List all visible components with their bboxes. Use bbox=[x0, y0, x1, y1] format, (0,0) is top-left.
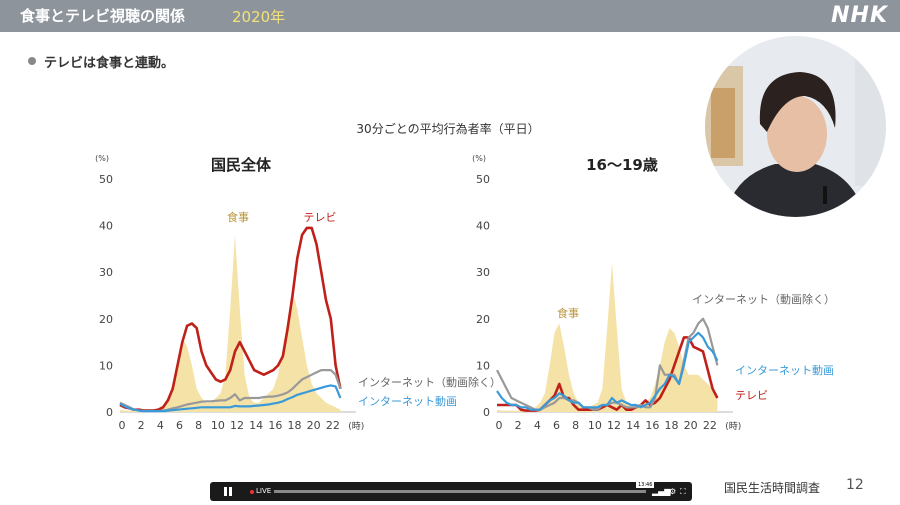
source-label: 国民生活時間調査 bbox=[724, 481, 821, 495]
fullscreen-icon[interactable]: ⛶ bbox=[680, 487, 686, 496]
x-tick-label: 16 bbox=[268, 419, 282, 432]
x-tick-label: 12 bbox=[607, 419, 621, 432]
x-tick-label: 6 bbox=[176, 419, 183, 432]
live-label: LIVE bbox=[256, 487, 272, 495]
time-badge: 13:46 bbox=[636, 482, 655, 488]
y-tick-label: 0 bbox=[106, 406, 113, 419]
y-tick-label: 50 bbox=[99, 173, 113, 186]
series-line-net-video bbox=[496, 331, 719, 411]
series-annotation: インターネット（動画除く） bbox=[358, 375, 501, 389]
y-tick-label: 10 bbox=[476, 359, 490, 372]
x-tick-label: 8 bbox=[195, 419, 202, 432]
series-annotation: インターネット動画 bbox=[358, 394, 457, 408]
y-unit-label: (%) bbox=[95, 154, 109, 163]
gear-icon[interactable]: ⚙ bbox=[669, 487, 677, 496]
x-tick-label: 14 bbox=[626, 419, 640, 432]
x-tick-label: 18 bbox=[288, 419, 302, 432]
header-bar: 食事とテレビ視聴の関係 2020年 NHK bbox=[0, 0, 900, 32]
series-annotation: インターネット（動画除く） bbox=[692, 292, 835, 306]
y-tick-label: 30 bbox=[99, 266, 113, 279]
video-player-bar: LIVE 13:46 ▂▄▆ ⚙ ⛶ bbox=[210, 482, 692, 501]
series-annotation: テレビ bbox=[304, 211, 337, 224]
live-indicator-icon bbox=[250, 490, 254, 494]
presenter-video bbox=[705, 36, 886, 217]
x-tick-label: 18 bbox=[665, 419, 679, 432]
x-tick-label: 12 bbox=[230, 419, 244, 432]
chart-title: 16〜19歳 bbox=[586, 156, 658, 174]
y-tick-label: 30 bbox=[476, 266, 490, 279]
x-tick-label: 6 bbox=[553, 419, 560, 432]
x-tick-label: 22 bbox=[703, 419, 717, 432]
pause-icon bbox=[229, 487, 232, 496]
y-tick-label: 40 bbox=[476, 220, 490, 233]
y-tick-label: 50 bbox=[476, 173, 490, 186]
slide-year: 2020年 bbox=[232, 8, 286, 26]
page-number: 12 bbox=[846, 477, 864, 493]
y-tick-label: 40 bbox=[99, 220, 113, 233]
y-tick-label: 20 bbox=[476, 313, 490, 326]
x-tick-label: 0 bbox=[119, 419, 126, 432]
signal-icon: ▂▄▆ bbox=[652, 487, 671, 496]
x-tick-label: 16 bbox=[645, 419, 659, 432]
series-area-meal bbox=[120, 234, 341, 412]
x-tick-label: 10 bbox=[211, 419, 225, 432]
chart-title: 国民全体 bbox=[211, 156, 272, 174]
x-tick-label: 20 bbox=[307, 419, 321, 432]
x-tick-label: 4 bbox=[157, 419, 164, 432]
series-annotation: テレビ bbox=[735, 389, 768, 402]
x-tick-label: 14 bbox=[249, 419, 263, 432]
series-line-net-video bbox=[119, 384, 342, 413]
seek-progress bbox=[274, 490, 646, 493]
x-tick-label: 8 bbox=[572, 419, 579, 432]
series-area-meal bbox=[497, 262, 718, 412]
x-tick-label: 20 bbox=[684, 419, 698, 432]
y-tick-label: 10 bbox=[99, 359, 113, 372]
nhk-logo: NHK bbox=[831, 3, 888, 28]
chart-subtitle: 30分ごとの平均行為者率（平日） bbox=[356, 121, 539, 136]
series-annotation: 食事 bbox=[557, 306, 579, 320]
x-tick-label: 2 bbox=[515, 419, 522, 432]
y-unit-label: (%) bbox=[472, 154, 486, 163]
x-unit-label: (時) bbox=[725, 421, 741, 432]
x-tick-label: 0 bbox=[496, 419, 503, 432]
x-tick-label: 4 bbox=[534, 419, 541, 432]
series-annotation: 食事 bbox=[227, 210, 249, 224]
x-tick-label: 22 bbox=[326, 419, 340, 432]
bullet-text: テレビは食事と連動。 bbox=[44, 56, 175, 71]
x-tick-label: 2 bbox=[138, 419, 145, 432]
pause-icon bbox=[224, 487, 227, 496]
x-unit-label: (時) bbox=[348, 421, 364, 432]
bullet-icon bbox=[28, 57, 36, 65]
y-tick-label: 20 bbox=[99, 313, 113, 326]
x-tick-label: 10 bbox=[588, 419, 602, 432]
seek-bar[interactable] bbox=[274, 490, 646, 493]
y-tick-label: 0 bbox=[483, 406, 490, 419]
series-annotation: インターネット動画 bbox=[735, 363, 834, 377]
slide-title: 食事とテレビ視聴の関係 bbox=[20, 7, 186, 25]
pause-button[interactable] bbox=[216, 485, 240, 498]
